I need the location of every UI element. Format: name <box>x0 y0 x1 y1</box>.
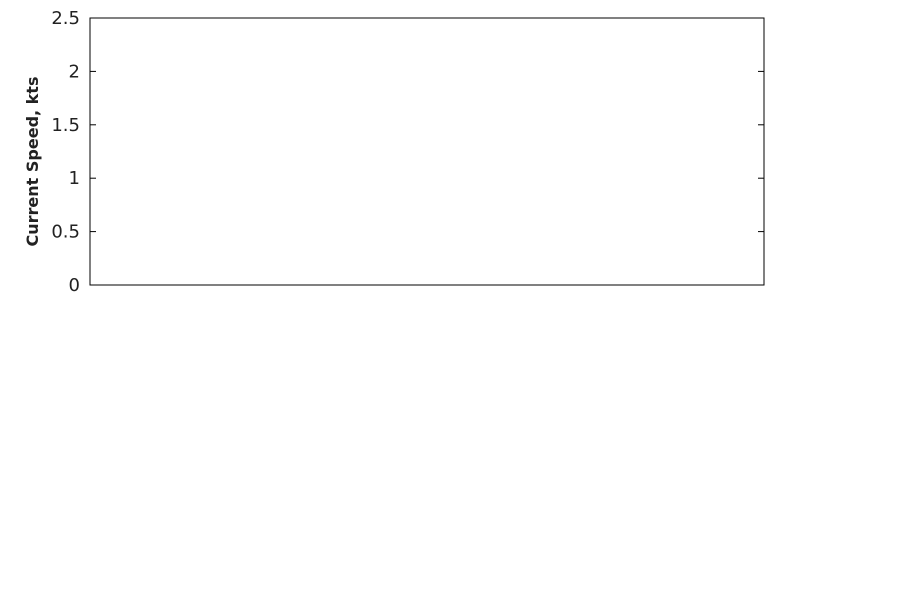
day-separators: now <box>0 18 900 365</box>
plot-frame <box>89 17 765 286</box>
y-tick-label: 2.5 <box>51 8 80 29</box>
y-tick-label: 0 <box>69 275 80 296</box>
y-tick-label: 2 <box>69 61 80 82</box>
y-axis-label: Current Speed, kts <box>23 77 42 247</box>
axes <box>89 17 765 286</box>
y-tick-label: 1 <box>69 168 80 189</box>
y-tick-label: 0.5 <box>51 222 80 243</box>
y-tick-label: 1.5 <box>51 115 80 136</box>
